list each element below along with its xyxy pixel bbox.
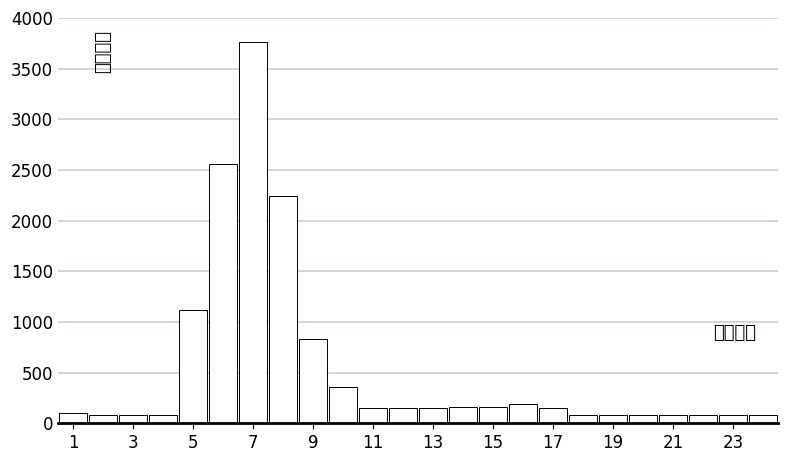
Bar <box>659 415 687 424</box>
Bar <box>59 413 88 424</box>
Bar <box>719 415 747 424</box>
Bar <box>329 387 357 424</box>
Text: 车辆数量: 车辆数量 <box>94 30 112 73</box>
Bar <box>209 164 237 424</box>
Bar <box>419 408 447 424</box>
Bar <box>269 196 297 424</box>
Bar <box>629 415 657 424</box>
Bar <box>479 407 507 424</box>
Text: 到达时间: 到达时间 <box>713 325 757 343</box>
Bar <box>599 415 627 424</box>
Bar <box>239 43 267 424</box>
Bar <box>449 407 477 424</box>
Bar <box>569 415 597 424</box>
Bar <box>749 415 777 424</box>
Bar <box>509 404 537 424</box>
Bar <box>389 408 417 424</box>
Bar <box>179 310 208 424</box>
Bar <box>299 339 327 424</box>
Bar <box>359 408 387 424</box>
Bar <box>89 415 118 424</box>
Bar <box>149 415 178 424</box>
Bar <box>689 415 717 424</box>
Bar <box>539 408 567 424</box>
Bar <box>119 415 148 424</box>
